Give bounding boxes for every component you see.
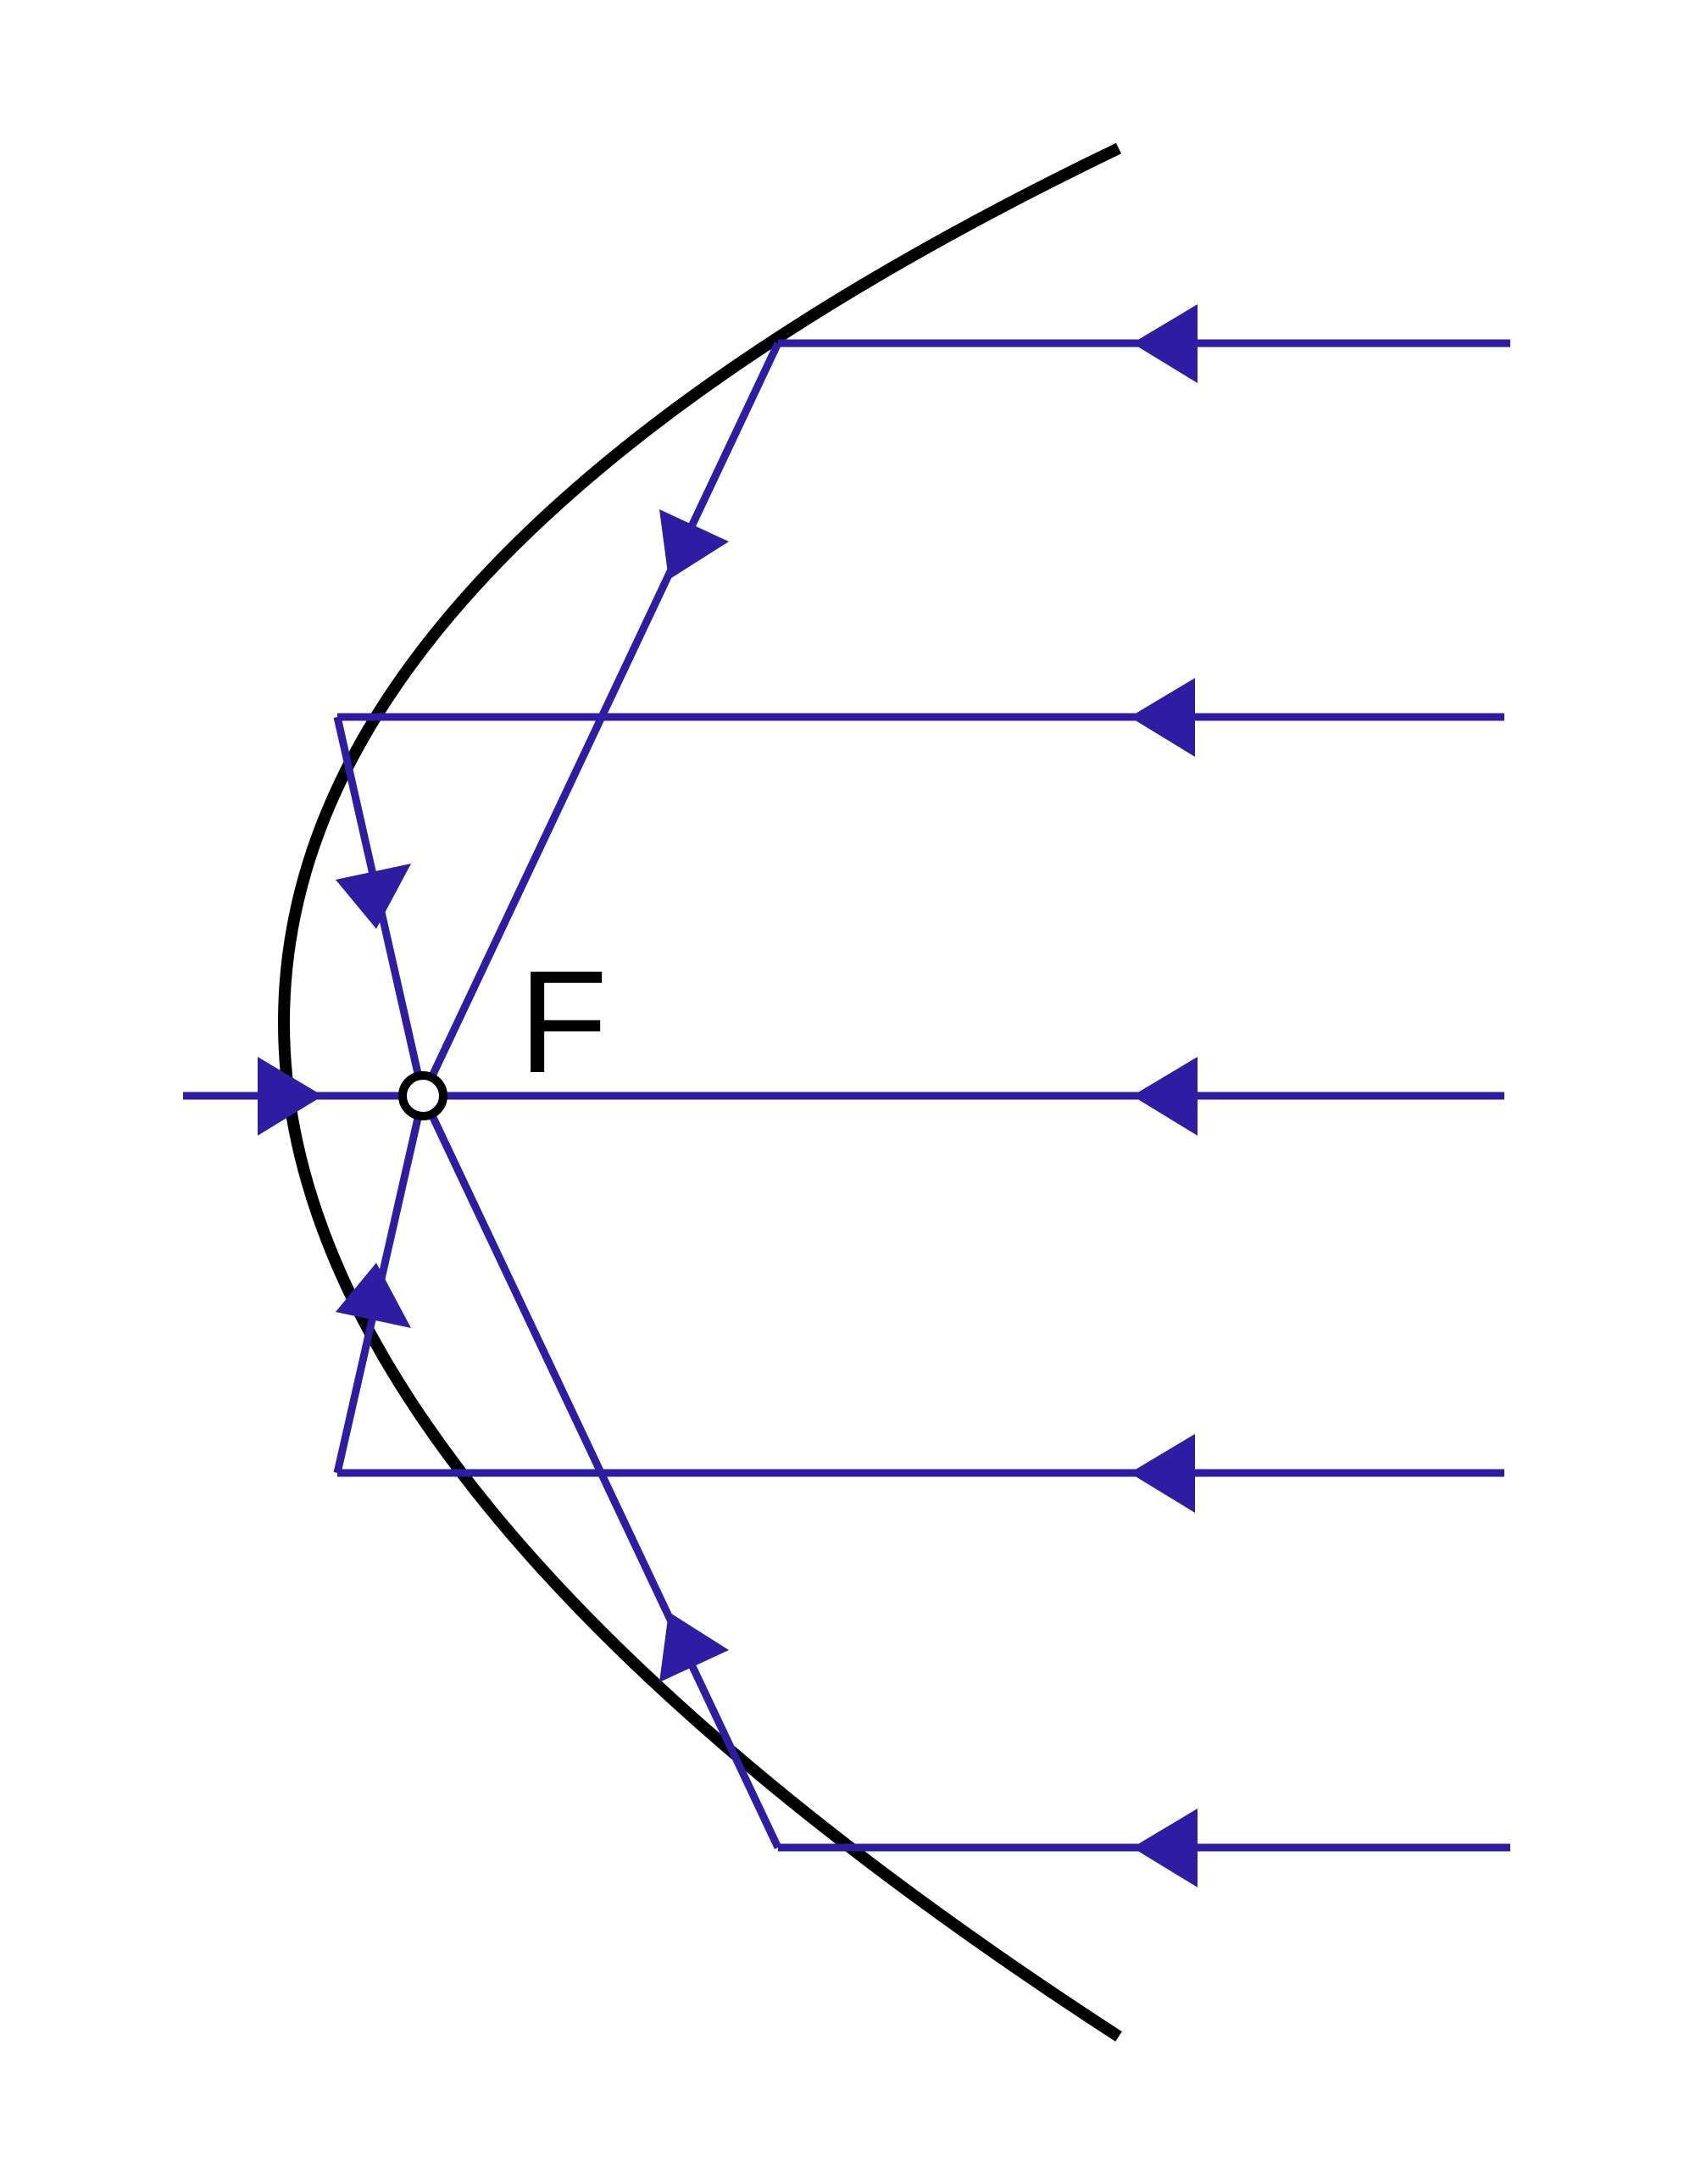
ray-arrowheads [258,304,1198,1887]
focus-point [398,1071,447,1120]
arrowhead-incident-2 [1130,678,1195,757]
arrowhead-reflected-5 [659,1612,729,1682]
arrowhead-reflected-2 [336,864,411,929]
arrowhead-incident-5 [1132,1809,1198,1887]
reflected-ray-5 [419,1094,782,1849]
arrowhead-incident-1 [1132,304,1198,383]
light-rays [183,339,1510,1852]
focus-label: F [519,941,608,1103]
arrowhead-incident-axis [1132,1057,1198,1136]
arrowhead-incident-4 [1130,1434,1195,1513]
arrowhead-reflected-4 [336,1263,411,1328]
arrowhead-reflected-1 [659,509,729,580]
parabolic-mirror [278,142,1122,2042]
reflected-ray-1 [419,342,782,1098]
arrowhead-axis-reflected [258,1057,323,1136]
